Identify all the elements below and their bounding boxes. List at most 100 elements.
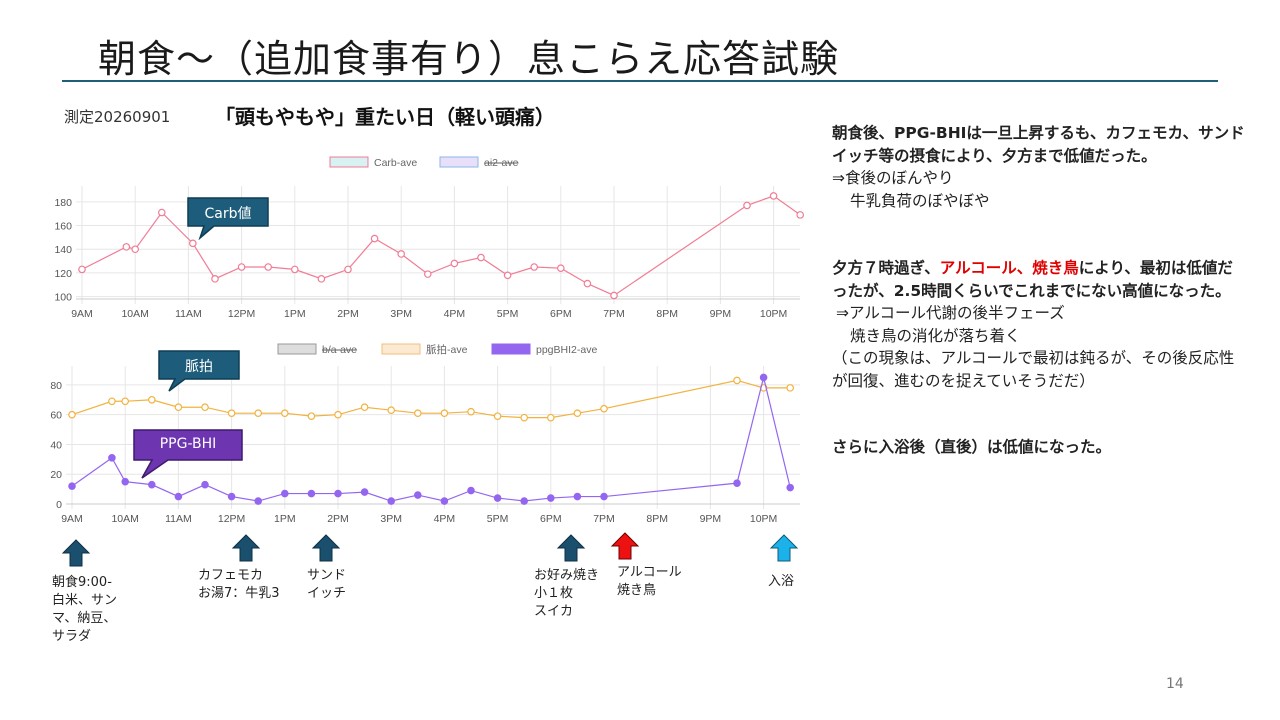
chart1-data-point <box>211 275 219 283</box>
chart2-data-point <box>467 407 475 416</box>
chart1-x-tick: 5PM <box>497 308 519 320</box>
chart2-data-point <box>334 489 342 498</box>
event-label-sandwich: サンド イッチ <box>307 568 347 601</box>
chart1-y-tick: 120 <box>54 268 72 280</box>
callout-ppg-label: PPG-BHI <box>159 436 217 452</box>
commentary-p1-summary: 朝食後、PPG-BHIは一旦上昇するも、カフェモカ、サンドイッチ等の摂食により、… <box>832 124 1245 165</box>
chart2-data-point <box>600 404 608 413</box>
commentary-p2-line1: ⇒アルコール代謝の後半フェーズ <box>836 304 1065 322</box>
chart2-data-point <box>467 486 475 495</box>
chart2-data-point <box>227 492 236 501</box>
chart1-x-tick: 12PM <box>228 308 255 320</box>
event-label-alcohol: アルコール 焼き鳥 <box>617 565 682 598</box>
title-underline <box>62 80 1218 82</box>
chart1-data-point <box>131 245 140 254</box>
chart2-x-tick: 11AM <box>165 513 192 525</box>
chart1-data-point <box>189 239 197 248</box>
pulse-ppg-chart: b/a-ave 脈拍-ave ppgBHI2-ave 0 20 40 60 80 9AM 10AM… <box>50 343 800 525</box>
chart1-data-point <box>78 265 86 274</box>
chart2-series-line <box>71 377 791 502</box>
chart2-data-point <box>281 489 289 498</box>
chart1-y-tick: 160 <box>54 221 72 233</box>
chart1-x-tick: 8PM <box>656 308 678 320</box>
chart2-x-tick: 9AM <box>61 513 83 525</box>
chart2-data-point <box>786 384 795 392</box>
chart2-data-point <box>307 412 316 420</box>
chart2-data-point <box>174 403 183 412</box>
chart1-data-point <box>530 263 539 271</box>
chart1-legend-swatch <box>439 156 479 168</box>
event-label-cafe-mocha: カフェモカ お湯7：牛乳3 <box>198 568 280 601</box>
chart2-data-point <box>440 497 449 505</box>
chart1-y-tick: 100 <box>54 292 72 304</box>
chart1-legend-label: Carb-ave <box>374 157 417 169</box>
chart2-x-tick: 10PM <box>750 513 777 525</box>
event-arrow-okonomiyaki <box>556 534 586 562</box>
chart1-data-point <box>556 264 565 272</box>
chart1-x-tick: 6PM <box>550 308 572 320</box>
chart1-x-tick: 10PM <box>760 308 787 320</box>
day-note: 「頭もやもや」重たい日（軽い頭痛） <box>215 105 555 129</box>
chart2-legend-swatch <box>277 343 317 355</box>
chart2-x-tick: 7PM <box>593 513 615 525</box>
chart2-x-tick: 2PM <box>327 513 349 525</box>
chart2-x-tick: 10AM <box>111 513 138 525</box>
chart2-data-point <box>360 403 369 412</box>
chart2-data-point <box>573 409 582 417</box>
commentary-p2-line3: （この現象は、アルコールで最初は鈍るが、その後反応性が回復、進むのを捉えていそう… <box>832 349 1235 390</box>
chart2-legend-label: b/a-ave <box>322 344 357 356</box>
chart2-data-point <box>520 497 529 505</box>
callout-pulse <box>158 350 240 392</box>
chart1-x-tick: 4PM <box>444 308 466 320</box>
chart1-series-line <box>81 195 801 297</box>
event-arrow-sandwich <box>311 534 341 562</box>
chart2-y-tick: 0 <box>56 499 62 511</box>
chart2-data-point <box>148 395 156 404</box>
chart1-data-point <box>237 263 246 271</box>
chart2-legend-swatch <box>381 343 421 355</box>
chart2-data-point <box>307 489 316 498</box>
commentary-paragraph-1: 朝食後、PPG-BHIは一旦上昇するも、カフェモカ、サンドイッチ等の摂食により、… <box>832 122 1247 212</box>
chart1-data-point <box>610 291 618 300</box>
chart1-data-point <box>397 250 406 258</box>
chart2-x-tick: 1PM <box>274 513 296 525</box>
chart2-y-tick: 20 <box>50 469 62 481</box>
callout-ppg <box>133 429 243 479</box>
chart1-data-point <box>583 279 592 288</box>
chart1-data-point <box>122 243 131 251</box>
event-arrow-breakfast <box>61 539 91 567</box>
chart1-x-tick: 9AM <box>71 308 93 320</box>
chart1-legend-swatch <box>329 156 369 168</box>
chart1-x-tick: 9PM <box>710 308 732 320</box>
chart1-data-point <box>769 192 778 200</box>
chart1-legend-label: ai2-ave <box>484 157 519 169</box>
chart2-data-point <box>68 410 76 419</box>
chart1-x-tick: 2PM <box>337 308 359 320</box>
chart1-data-point <box>423 270 432 278</box>
commentary-paragraph-2: 夕方７時過ぎ、アルコール、焼き鳥により、最初は低値だったが、2.5時間くらいでこ… <box>832 257 1247 392</box>
page-number: 14 <box>1166 676 1184 692</box>
chart1-x-tick: 7PM <box>603 308 625 320</box>
chart2-x-tick: 12PM <box>218 513 245 525</box>
measurement-label: 測定20260901 <box>64 108 171 126</box>
chart1-x-tick: 11AM <box>175 308 202 320</box>
chart2-data-point <box>573 492 582 501</box>
chart2-data-point <box>493 412 502 420</box>
chart2-legend-swatch <box>491 343 531 355</box>
chart1-data-point <box>796 211 805 219</box>
commentary-p1-line1: ⇒食後のぼんやり <box>832 169 954 187</box>
chart1-x-tick: 3PM <box>390 308 412 320</box>
chart2-x-tick: 4PM <box>434 513 456 525</box>
chart2-x-tick: 5PM <box>487 513 509 525</box>
chart2-data-point <box>387 406 396 415</box>
chart1-data-point <box>450 259 459 268</box>
chart2-data-point <box>493 494 502 502</box>
chart2-legend-label: 脈拍-ave <box>426 343 468 356</box>
chart1-data-point <box>290 265 299 274</box>
commentary-p2-line2: 焼き鳥の消化が落ち着く <box>850 326 1021 345</box>
commentary-paragraph-3: さらに入浴後（直後）は低値になった。 <box>832 438 1112 456</box>
chart2-data-point <box>254 409 263 417</box>
chart2-data-point <box>227 409 236 417</box>
chart2-series-line <box>71 379 791 419</box>
event-label-okonomiyaki: お好み焼き 小１枚 スイカ <box>534 568 600 619</box>
